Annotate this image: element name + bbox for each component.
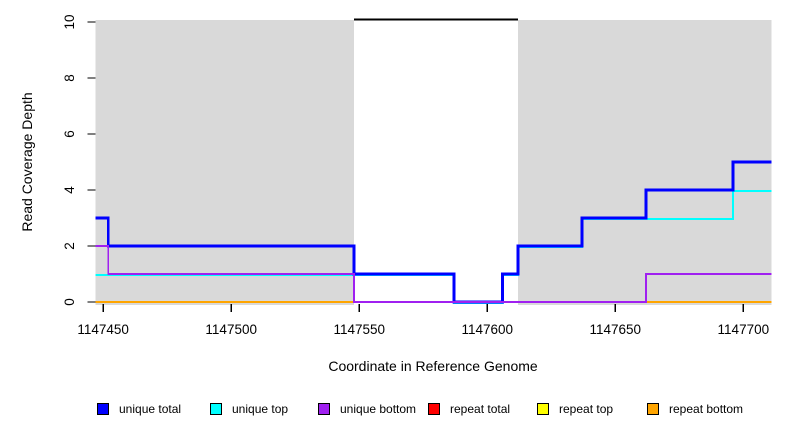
legend-item-repeat-bottom: repeat bottom [647, 402, 743, 416]
x-axis-title: Coordinate in Reference Genome [328, 358, 538, 374]
legend-label: unique total [119, 402, 182, 416]
legend-item-repeat-top: repeat top [537, 402, 613, 416]
y-tick-label: 0 [62, 298, 77, 306]
legend-item-unique-total: unique total [97, 402, 181, 416]
y-tick-label: 4 [62, 186, 77, 194]
legend-item-unique-top: unique top [210, 402, 288, 416]
repeat-region-left-shading [95, 20, 355, 305]
plot-area: 1147450 1147500 1147550 1147600 1147650 11477… [62, 14, 772, 337]
legend-swatch-repeat-top [537, 403, 549, 415]
legend-swatch-repeat-total [428, 403, 440, 415]
y-tick-label: 6 [62, 130, 77, 138]
x-tick-label: 1147650 [590, 322, 642, 337]
legend-label: unique top [232, 402, 289, 416]
y-tick-label: 8 [62, 74, 77, 82]
legend-label: repeat bottom [669, 402, 744, 416]
x-tick-label: 1147550 [333, 322, 385, 337]
repeat-region-right-shading [518, 20, 772, 305]
x-tick-label: 1147450 [77, 322, 129, 337]
x-tick-label: 1147600 [461, 322, 513, 337]
y-tick-label: 2 [62, 242, 77, 250]
legend-swatch-unique-bottom [318, 403, 330, 415]
x-tick-label: 1147700 [718, 322, 770, 337]
legend-swatch-repeat-bottom [647, 403, 659, 415]
legend-swatch-unique-total [97, 403, 109, 415]
legend-swatch-unique-top [210, 403, 222, 415]
legend-label: repeat total [450, 402, 511, 416]
legend-label: unique bottom [340, 402, 417, 416]
legend-item-repeat-total: repeat total [428, 402, 510, 416]
series-line-unique-bottom [95, 245, 772, 303]
y-axis-title: Read Coverage Depth [19, 92, 35, 232]
series-line-unique-total [95, 160, 772, 304]
legend-item-unique-bottom: unique bottom [318, 402, 416, 416]
legend-label: repeat top [559, 402, 614, 416]
y-tick-label: 10 [62, 14, 77, 29]
x-tick-label: 1147500 [205, 322, 257, 337]
